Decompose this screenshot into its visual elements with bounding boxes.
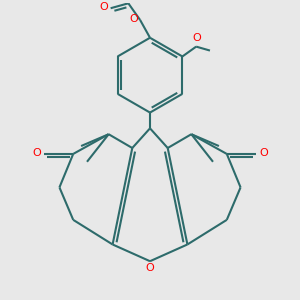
Text: O: O — [193, 33, 202, 43]
Text: O: O — [32, 148, 41, 158]
Text: O: O — [99, 2, 108, 12]
Text: O: O — [146, 263, 154, 273]
Text: O: O — [259, 148, 268, 158]
Text: O: O — [129, 14, 138, 24]
